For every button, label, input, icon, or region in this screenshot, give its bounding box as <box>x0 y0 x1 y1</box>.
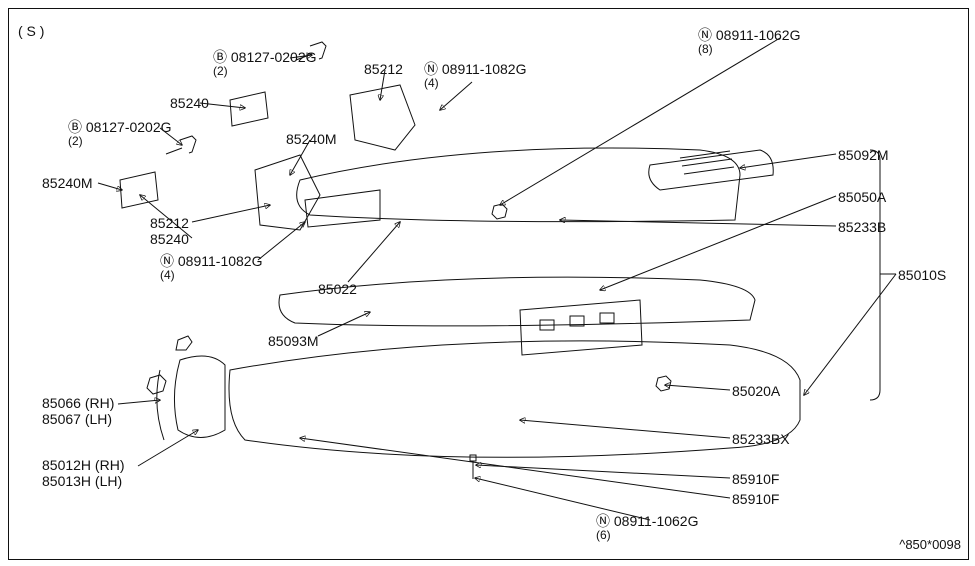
page-reference: ^850*0098 <box>899 537 961 552</box>
leader-p85092m <box>740 154 836 168</box>
callout-p85212b: 85212 <box>150 216 189 231</box>
callout-n4-qty: (6) <box>596 529 698 542</box>
callout-b2: Ⓑ 08127-0202G(2) <box>68 120 172 149</box>
callout-b2-qty: (2) <box>68 135 172 148</box>
leader-p85010s <box>804 274 896 395</box>
leader-p85012h <box>138 430 198 466</box>
callout-b1-qty: (2) <box>213 65 317 78</box>
callout-p85012h: 85012H (RH) <box>42 458 124 473</box>
callout-n2: Ⓝ 08911-1082G(4) <box>424 62 526 91</box>
callout-p85233b: 85233B <box>838 220 886 235</box>
callout-p85240m: 85240M <box>286 132 337 147</box>
part-nut2 <box>492 204 507 219</box>
part-screw <box>470 455 476 479</box>
callout-b1: Ⓑ 08127-0202G(2) <box>213 50 317 79</box>
leader-p85020a <box>665 385 730 390</box>
part-sideCurve <box>157 370 164 440</box>
part-bumperReinf <box>297 148 740 222</box>
callout-n1-qty: (8) <box>698 43 800 56</box>
callout-p85240a: 85240 <box>170 96 209 111</box>
callout-n2-qty: (4) <box>424 77 526 90</box>
callout-n3: Ⓝ 08911-1082G(4) <box>160 254 262 283</box>
leader-p85050a <box>600 196 836 290</box>
callout-p85050a: 85050A <box>838 190 886 205</box>
callout-p85092m: 85092M <box>838 148 889 163</box>
callout-p85022: 85022 <box>318 282 357 297</box>
callout-p85910f2: 85910F <box>732 492 779 507</box>
part-smallBracket2 <box>230 92 268 126</box>
callout-p85093m: 85093M <box>268 334 319 349</box>
part-clip <box>176 336 192 350</box>
callout-p85910f1: 85910F <box>732 472 779 487</box>
leader-p85910f1 <box>476 465 730 478</box>
callout-p85233bx: 85233BX <box>732 432 790 447</box>
callout-p85010s: 85010S <box>898 268 946 283</box>
leader-p85066 <box>118 400 160 404</box>
part-smallBracket1 <box>120 172 158 208</box>
assembly-bracket <box>870 150 896 400</box>
callout-n4: Ⓝ 08911-1062G(6) <box>596 514 698 543</box>
callout-p85240mL: 85240M <box>42 176 93 191</box>
callout-p85066: 85066 (RH) <box>42 396 114 411</box>
part-licenseBracket <box>520 300 642 355</box>
part-stayL <box>255 155 320 230</box>
callout-p85240b: 85240 <box>150 232 189 247</box>
callout-p85013h: 85013H (LH) <box>42 474 122 489</box>
part-nut3 <box>656 376 671 391</box>
leader-p85212b <box>192 205 270 222</box>
leader-p85022 <box>348 222 400 282</box>
corner-mark: ( S ) <box>18 24 44 39</box>
callout-p85067: 85067 (LH) <box>42 412 112 427</box>
part-stayR <box>350 85 415 150</box>
leader-p85233bx <box>520 420 730 438</box>
part-finisherL <box>305 190 380 227</box>
callout-p85020a: 85020A <box>732 384 780 399</box>
callout-n3-qty: (4) <box>160 269 262 282</box>
callout-n1: Ⓝ 08911-1062G(8) <box>698 28 800 57</box>
callout-p85212a: 85212 <box>364 62 403 77</box>
part-sideBracketR <box>174 356 225 438</box>
leader-p85910f2 <box>300 438 730 498</box>
leader-p85240mL <box>98 183 122 190</box>
